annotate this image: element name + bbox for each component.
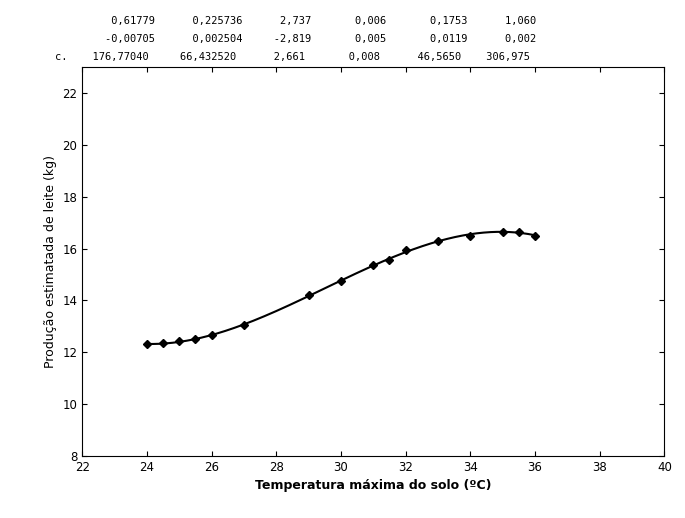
Y-axis label: Produção estimatada de leite (kg): Produção estimatada de leite (kg)	[44, 155, 57, 368]
Text: 0,61779      0,225736      2,737       0,006       0,1753      1,060: 0,61779 0,225736 2,737 0,006 0,1753 1,06…	[55, 16, 536, 25]
X-axis label: Temperatura máxima do solo (ºC): Temperatura máxima do solo (ºC)	[255, 479, 492, 492]
Text: c.    176,77040     66,432520      2,661       0,008      46,5650    306,975: c. 176,77040 66,432520 2,661 0,008 46,56…	[55, 52, 530, 62]
Text: -0,00705      0,002504     -2,819       0,005       0,0119      0,002: -0,00705 0,002504 -2,819 0,005 0,0119 0,…	[55, 34, 536, 44]
